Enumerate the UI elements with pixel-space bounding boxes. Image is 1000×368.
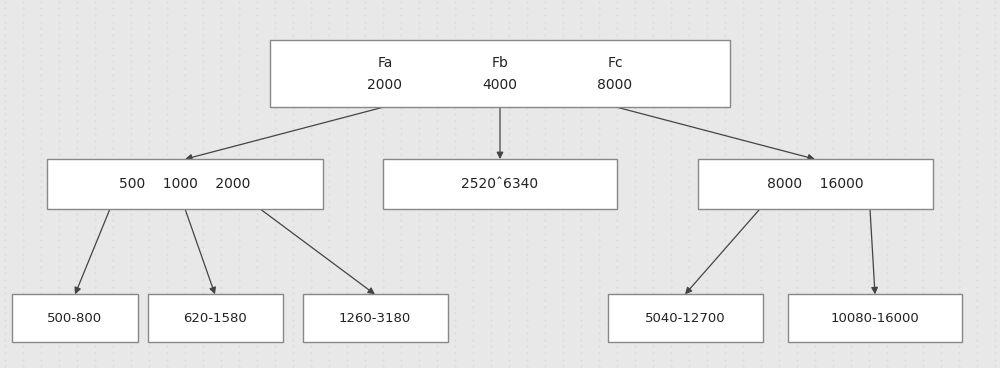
FancyBboxPatch shape — [148, 294, 283, 342]
Text: 500    1000    2000: 500 1000 2000 — [119, 177, 251, 191]
Text: 1260-3180: 1260-3180 — [339, 312, 411, 325]
Text: 620-1580: 620-1580 — [183, 312, 247, 325]
Text: 5040-12700: 5040-12700 — [645, 312, 725, 325]
Text: 8000: 8000 — [597, 78, 633, 92]
Text: Fb: Fb — [492, 56, 508, 70]
FancyBboxPatch shape — [47, 159, 322, 209]
FancyBboxPatch shape — [608, 294, 763, 342]
Text: 2000: 2000 — [368, 78, 402, 92]
FancyBboxPatch shape — [302, 294, 448, 342]
Text: Fa: Fa — [377, 56, 393, 70]
FancyBboxPatch shape — [788, 294, 962, 342]
Text: Fc: Fc — [607, 56, 623, 70]
Text: 4000: 4000 — [482, 78, 518, 92]
Text: 2520ˆ6340: 2520ˆ6340 — [461, 177, 539, 191]
FancyBboxPatch shape — [382, 159, 617, 209]
Text: 10080-16000: 10080-16000 — [831, 312, 919, 325]
FancyBboxPatch shape — [698, 159, 932, 209]
FancyBboxPatch shape — [12, 294, 138, 342]
Text: 500-800: 500-800 — [47, 312, 103, 325]
FancyBboxPatch shape — [270, 40, 730, 107]
Text: 8000    16000: 8000 16000 — [767, 177, 863, 191]
